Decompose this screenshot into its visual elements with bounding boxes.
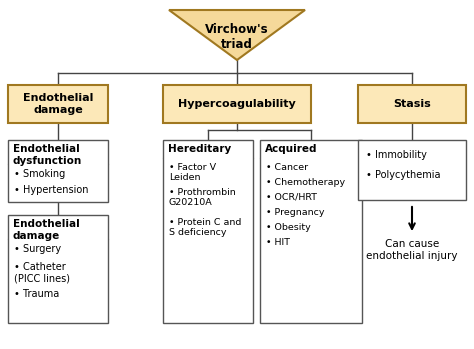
Text: • Chemotherapy: • Chemotherapy — [266, 178, 345, 187]
Text: • OCR/HRT: • OCR/HRT — [266, 193, 317, 202]
Text: Endothelial
damage: Endothelial damage — [23, 93, 93, 115]
Text: • Catheter
(PICC lines): • Catheter (PICC lines) — [14, 262, 70, 284]
Text: • Factor V
Leiden: • Factor V Leiden — [169, 163, 216, 183]
Bar — [358, 140, 466, 200]
Text: • Trauma: • Trauma — [14, 289, 59, 299]
Text: • Immobility: • Immobility — [366, 150, 427, 160]
Text: • Protein C and
S deficiency: • Protein C and S deficiency — [169, 218, 241, 237]
Text: Stasis: Stasis — [393, 99, 431, 109]
Text: • Obesity: • Obesity — [266, 223, 311, 232]
Bar — [8, 140, 108, 202]
Bar — [163, 140, 253, 323]
Text: • Polycythemia: • Polycythemia — [366, 170, 440, 180]
Text: Acquired: Acquired — [265, 144, 318, 154]
Bar — [358, 85, 466, 123]
Text: Endothelial
damage: Endothelial damage — [13, 219, 80, 240]
Text: Hypercoagulability: Hypercoagulability — [178, 99, 296, 109]
Bar — [8, 215, 108, 323]
Polygon shape — [169, 10, 305, 60]
Bar — [8, 85, 108, 123]
Text: • Smoking: • Smoking — [14, 169, 65, 179]
Text: Endothelial
dysfunction: Endothelial dysfunction — [13, 144, 82, 165]
Text: • Pregnancy: • Pregnancy — [266, 208, 325, 217]
Text: • Hypertension: • Hypertension — [14, 185, 89, 195]
Text: • HIT: • HIT — [266, 238, 290, 247]
Text: • Prothrombin
G20210A: • Prothrombin G20210A — [169, 188, 236, 207]
Bar — [260, 140, 362, 323]
Text: Virchow's
triad: Virchow's triad — [205, 23, 269, 51]
Bar — [163, 85, 311, 123]
Text: Can cause
endothelial injury: Can cause endothelial injury — [366, 239, 458, 261]
Text: • Cancer: • Cancer — [266, 163, 308, 172]
Text: • Surgery: • Surgery — [14, 244, 61, 254]
Text: Hereditary: Hereditary — [168, 144, 231, 154]
